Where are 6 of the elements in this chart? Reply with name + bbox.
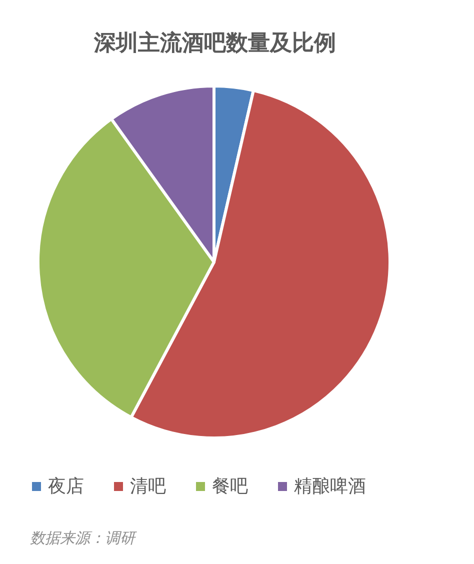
legend-label: 精酿啤酒 <box>294 476 366 497</box>
legend-label: 餐吧 <box>212 476 248 497</box>
legend-label: 清吧 <box>130 476 166 497</box>
title: 深圳主流酒吧数量及比例 <box>94 31 336 56</box>
annotation: 数据来源：调研 <box>30 529 135 547</box>
legend-label: 夜店 <box>48 476 84 497</box>
